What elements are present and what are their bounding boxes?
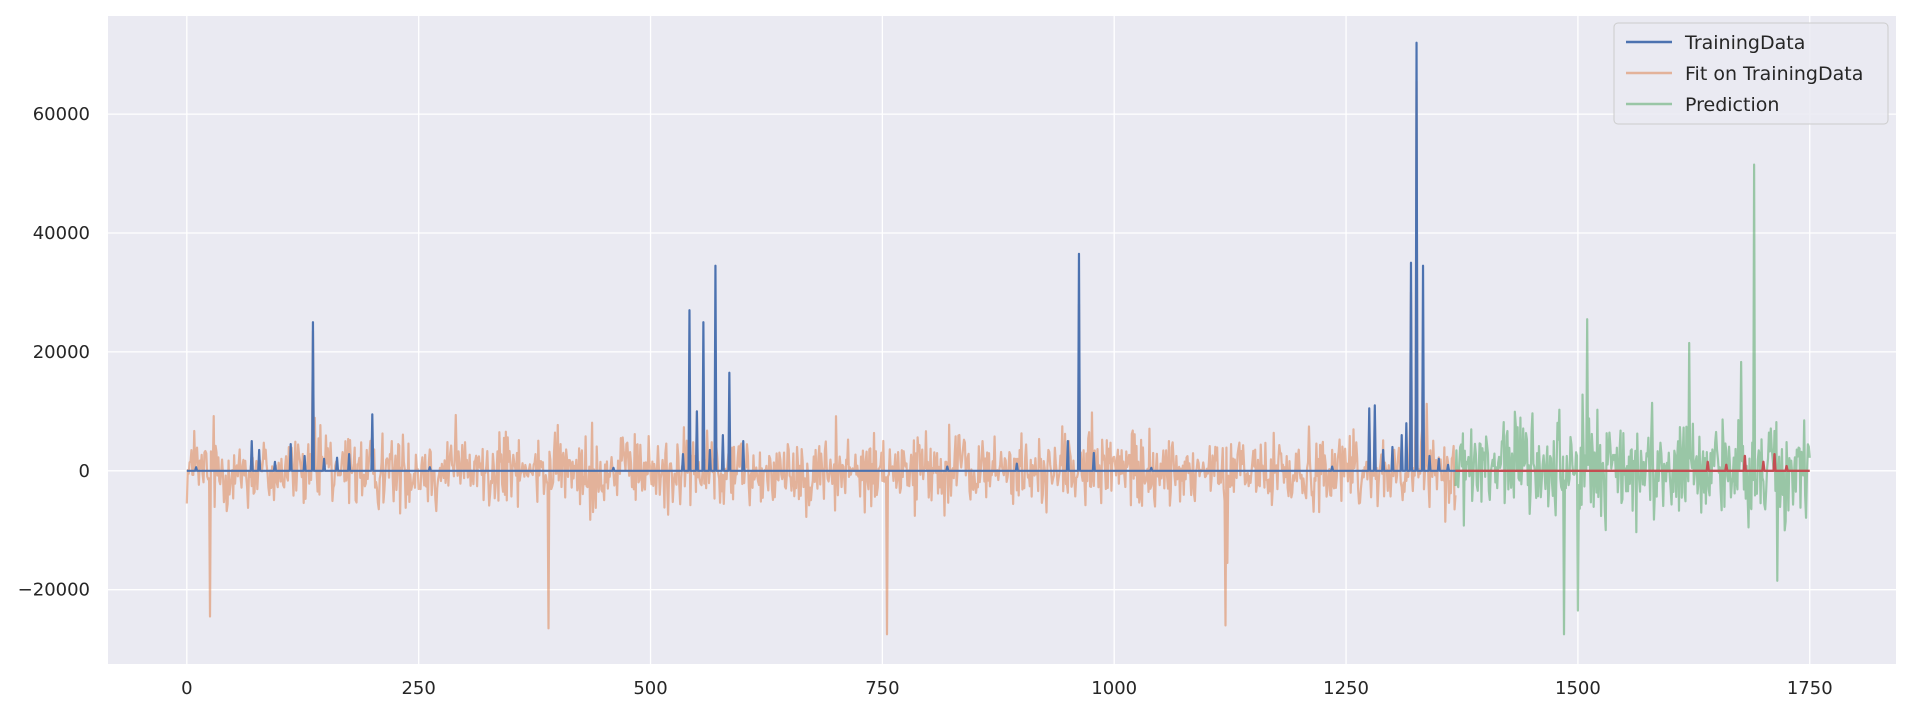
x-tick-label: 0 (181, 678, 192, 699)
legend: TrainingData Fit on TrainingData Predict… (1613, 22, 1889, 125)
series-layer (185, 41, 1811, 636)
y-tick-label: 60000 (33, 104, 90, 125)
legend-box (1613, 22, 1889, 125)
plot-background (108, 16, 1896, 664)
x-tick-label: 500 (633, 678, 667, 699)
x-tick-label: 250 (401, 678, 435, 699)
y-tick-labels: −20000 0 20000 40000 60000 (18, 104, 90, 601)
series-fit-line (185, 80, 1457, 636)
series-prediction-line (1454, 163, 1811, 636)
legend-label-fit: Fit on TrainingData (1685, 63, 1863, 85)
x-tick-labels: 0 250 500 750 1000 1250 1500 1750 (181, 678, 1833, 699)
y-tick-label: −20000 (18, 580, 90, 601)
series-training-line (186, 41, 1456, 472)
y-tick-label: 20000 (33, 342, 90, 363)
legend-label-training: TrainingData (1684, 32, 1805, 54)
x-tick-label: 1250 (1323, 678, 1369, 699)
x-tick-label: 1000 (1091, 678, 1137, 699)
y-tick-label: 40000 (33, 223, 90, 244)
x-tick-label: 1750 (1787, 678, 1833, 699)
x-tick-label: 1500 (1555, 678, 1601, 699)
series-extra-line (1455, 452, 1811, 472)
y-tick-label: 0 (79, 461, 90, 482)
x-tick-label: 750 (865, 678, 899, 699)
legend-label-prediction: Prediction (1685, 94, 1779, 116)
